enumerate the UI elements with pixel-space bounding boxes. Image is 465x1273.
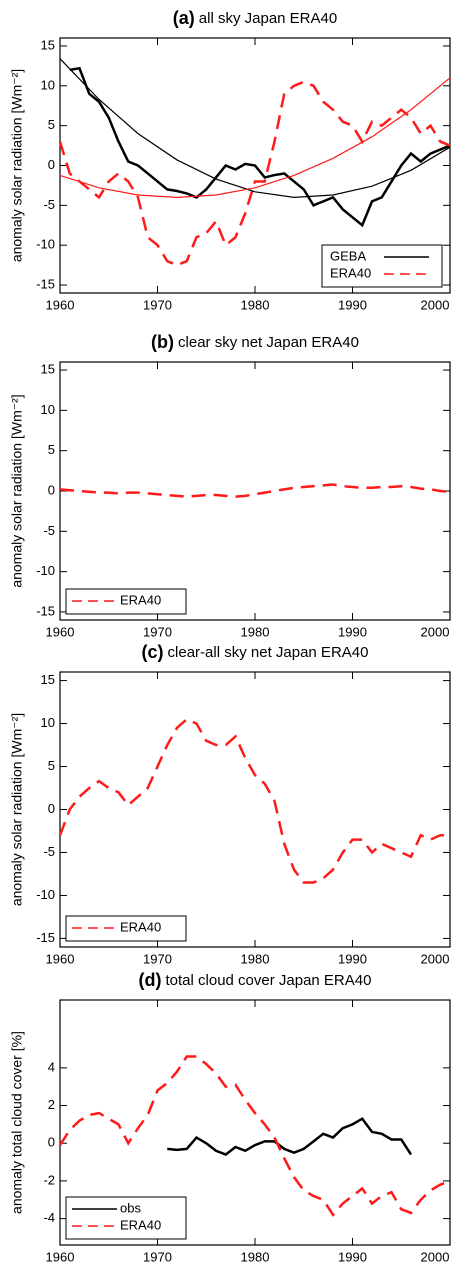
x-tick-label: 1980 [241,951,270,966]
panel-title-text: all sky Japan ERA40 [199,10,337,27]
panel-title: (b) clear sky net Japan ERA40 [151,332,359,352]
legend-box [65,1196,187,1240]
y-tick-label: -2 [43,1172,55,1187]
panel-title: (c) clear-all sky net Japan ERA40 [142,642,369,662]
y-tick-label: 5 [48,117,55,132]
y-tick-label: 15 [41,37,55,52]
legend-label: ERA40 [120,592,161,607]
panel: (b) clear sky net Japan ERA40 anomaly sola… [9,332,451,639]
series-line [59,483,451,498]
x-tick-label: 1970 [143,1249,172,1264]
x-tick-label: 1990 [338,297,367,312]
y-tick-label: -5 [43,523,55,538]
panel: (d) total cloud cover Japan ERA40 anomaly … [9,970,451,1264]
x-tick-label: 1960 [46,624,75,639]
y-tick-label: 2 [48,1097,55,1112]
legend-label: ERA40 [120,919,161,934]
legend-label: obs [120,1200,141,1215]
series-line [59,58,451,198]
y-axis-label: anomaly solar radiation [Wm⁻²] [9,713,25,906]
x-tick-label: 1960 [46,1249,75,1264]
y-tick-label: 5 [48,758,55,773]
legend-label: GEBA [330,248,366,263]
legend-label: ERA40 [120,1217,161,1232]
legend-box [65,915,187,942]
y-tick-label: 0 [48,1135,55,1150]
y-tick-label: -4 [43,1210,55,1225]
x-tick-label: 1960 [46,297,75,312]
y-tick-label: -15 [36,276,55,291]
legend-box [321,244,443,288]
series-line [58,717,450,884]
x-tick-label: 1970 [143,297,172,312]
x-tick-label: 1970 [143,624,172,639]
series-line [58,1055,451,1217]
x-tick-label: 1990 [338,951,367,966]
panel-label: (b) [151,332,174,352]
x-tick-label: 1970 [143,951,172,966]
panel: (c) clear-all sky net Japan ERA40 anomaly … [9,642,451,966]
x-tick-label: 1980 [241,624,270,639]
y-tick-label: -5 [43,197,55,212]
series-line [167,1117,413,1156]
panel-title-text: clear sky net Japan ERA40 [178,334,359,351]
y-tick-label: 10 [41,77,55,92]
x-tick-label: 2000 [421,1249,450,1264]
x-tick-label: 2000 [421,624,450,639]
panel-label: (d) [139,970,162,990]
y-tick-label: -10 [36,237,55,252]
panel-title-text: total cloud cover Japan ERA40 [166,972,372,989]
y-tick-label: -5 [43,844,55,859]
series-line [59,77,451,198]
x-tick-label: 2000 [421,297,450,312]
y-tick-label: 0 [48,801,55,816]
panel-label: (c) [142,642,164,662]
y-axis-label: anomaly total cloud cover [%] [9,1031,25,1214]
x-tick-label: 1990 [338,624,367,639]
y-tick-label: -10 [36,563,55,578]
y-tick-label: 0 [48,482,55,497]
y-tick-label: 4 [48,1059,55,1074]
y-tick-label: 5 [48,442,55,457]
x-tick-label: 1980 [241,1249,270,1264]
y-tick-label: 15 [41,362,55,377]
panel-title: (a) all sky Japan ERA40 [173,8,337,28]
y-tick-label: -10 [36,887,55,902]
y-tick-label: 10 [41,402,55,417]
y-tick-label: -15 [36,930,55,945]
x-tick-label: 2000 [421,951,450,966]
y-tick-label: 0 [48,157,55,172]
y-tick-label: 15 [41,672,55,687]
series-line [58,80,451,267]
x-tick-label: 1990 [338,1249,367,1264]
y-tick-label: -15 [36,603,55,618]
x-tick-label: 1980 [241,297,270,312]
legend-box [65,588,187,615]
y-axis-label: anomaly solar radiation [Wm⁻²] [9,394,25,587]
y-axis-label: anomaly solar radiation [Wm⁻²] [9,69,25,262]
panel-title-text: clear-all sky net Japan ERA40 [168,644,369,661]
plot-frame [59,671,451,948]
y-tick-label: 10 [41,715,55,730]
plot-frame [59,361,451,621]
series-line [69,66,451,228]
panel-label: (a) [173,8,195,28]
x-tick-label: 1960 [46,951,75,966]
panel-title: (d) total cloud cover Japan ERA40 [139,970,372,990]
legend-label: ERA40 [330,265,371,280]
panel: (a) all sky Japan ERA40 anomaly solar radi… [9,8,451,312]
